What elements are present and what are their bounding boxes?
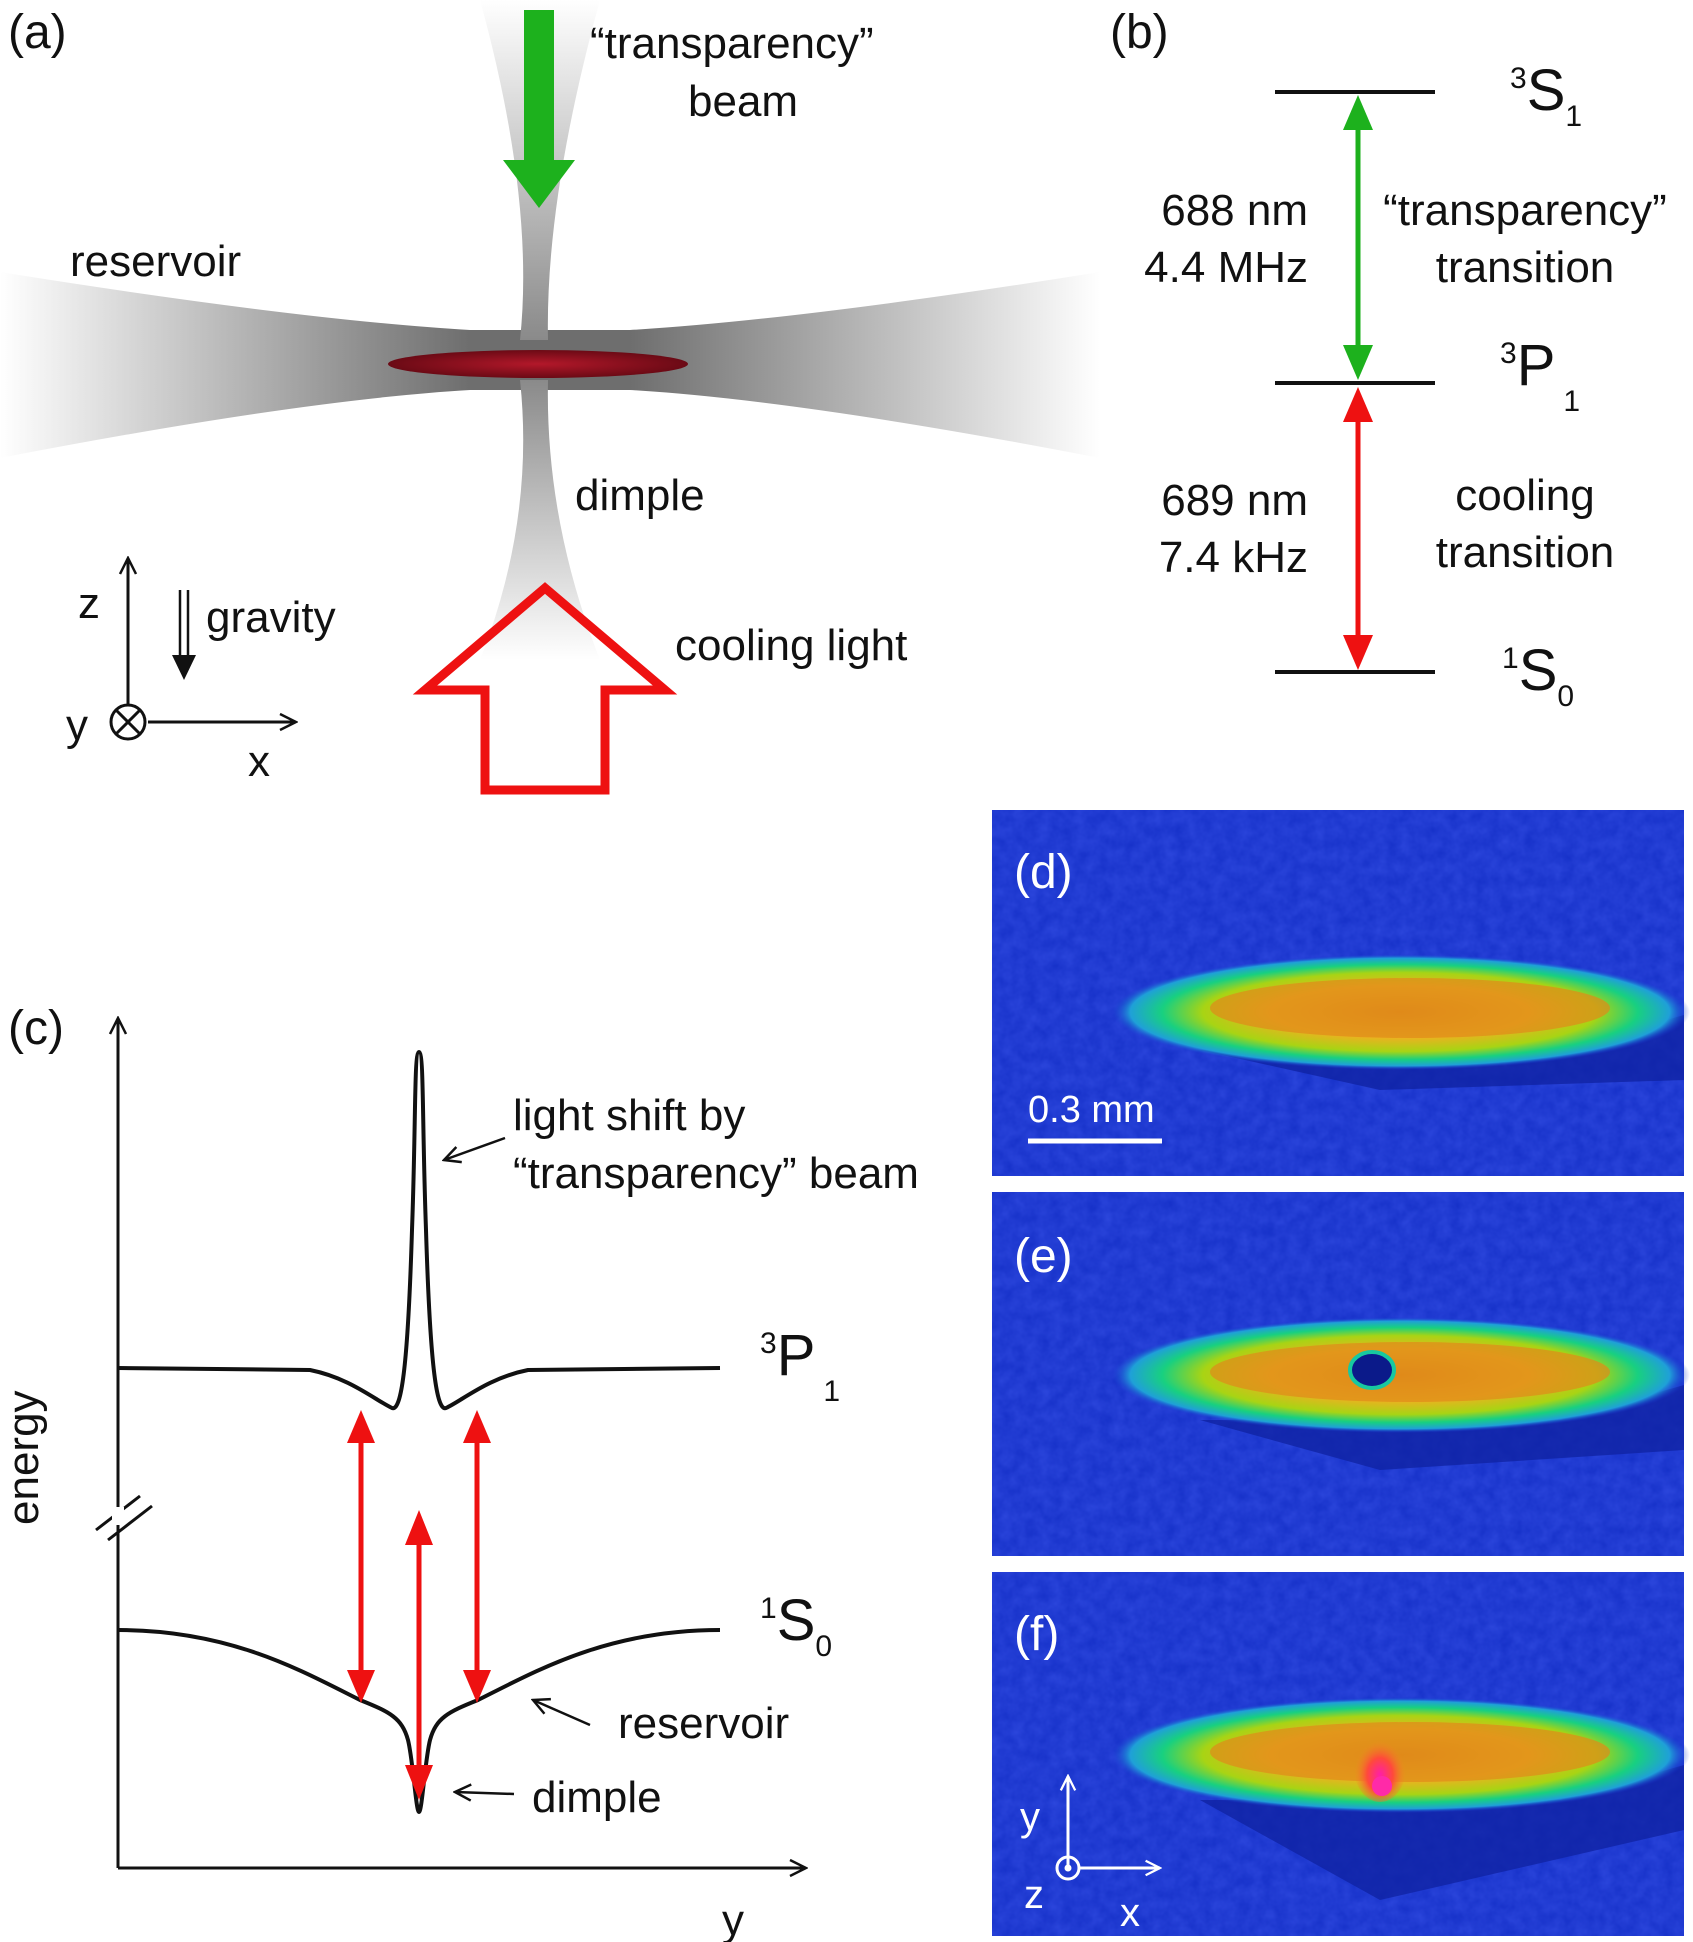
curve-1s0-label: 1S0 <box>760 1588 832 1663</box>
atom-cloud <box>388 350 688 378</box>
panel-f: (f) y z x <box>992 1572 1690 1936</box>
dimple-pointer <box>455 1792 515 1794</box>
gravity-arrow <box>172 655 196 680</box>
panel-b-label: (b) <box>1110 6 1169 59</box>
panel-d-label: (d) <box>1014 846 1073 899</box>
reservoir-beam-left <box>0 272 470 458</box>
panel-f-shadow <box>1200 1765 1684 1900</box>
cooling-light-arrow <box>412 582 678 795</box>
transparency-beam-label-2: beam <box>688 77 798 126</box>
axis-x-label: x <box>248 737 270 786</box>
dimple-beam-column <box>480 380 600 660</box>
light-shift-label-1: light shift by <box>513 1091 745 1140</box>
panel-f-axis-z-label: z <box>1024 1873 1044 1917</box>
transition-arrow-right <box>463 1410 491 1703</box>
state-3s1-label: 3S1 <box>1510 58 1582 133</box>
scale-bar-label: 0.3 mm <box>1028 1089 1155 1131</box>
transition-arrow-center <box>405 1510 433 1800</box>
transparency-transition-arrow-down <box>1343 345 1373 380</box>
dimple-label: dimple <box>575 471 705 520</box>
cooling-transition-arrow-down <box>1343 635 1373 670</box>
reservoir-label: reservoir <box>70 237 241 286</box>
upper-wavelength: 688 nm <box>1161 186 1308 235</box>
panel-f-axis-y-label: y <box>1020 1795 1040 1839</box>
panel-f-axis-x-label: x <box>1120 1891 1140 1935</box>
light-shift-pointer <box>444 1136 506 1160</box>
energy-axis-label: energy <box>0 1390 48 1525</box>
panel-d: (d) 0.3 mm <box>992 810 1690 1176</box>
panel-c: (c) energy y <box>0 1002 919 1942</box>
reservoir-beam-right <box>630 272 1100 458</box>
cooling-transition-arrow-up <box>1343 387 1373 422</box>
upper-transition-label-2: transition <box>1436 243 1615 292</box>
curve-3p1 <box>117 1049 721 1411</box>
lower-transition-label-2: transition <box>1436 528 1615 577</box>
gravity-label: gravity <box>206 593 336 642</box>
panel-e-hole <box>1348 1350 1396 1390</box>
transparency-beam-label-1: “transparency” <box>590 19 874 68</box>
state-3p1-label: 3P1 <box>1500 333 1580 418</box>
panel-b: (b) 3S1 3P1 1S0 688 nm 4.4 MHz “transpar… <box>1110 6 1667 713</box>
axis-z-label: z <box>78 579 100 628</box>
transition-arrow-left <box>347 1410 375 1703</box>
curve-3p1-label: 3P1 <box>760 1323 840 1408</box>
cooling-light-label: cooling light <box>675 621 907 670</box>
panel-f-label: (f) <box>1014 1608 1059 1661</box>
panel-c-label: (c) <box>8 1002 64 1055</box>
y-axis-label: y <box>722 1896 744 1942</box>
curve-1s0 <box>117 1628 721 1815</box>
reservoir-label-c: reservoir <box>618 1699 789 1748</box>
light-shift-label-2: “transparency” beam <box>513 1149 919 1198</box>
upper-linewidth: 4.4 MHz <box>1144 243 1308 292</box>
lower-transition-label-1: cooling <box>1455 471 1594 520</box>
state-1s0-label: 1S0 <box>1502 638 1574 713</box>
panel-a: (a) “transparency” beam reservoir dimple… <box>0 0 1100 795</box>
upper-transition-label-1: “transparency” <box>1383 186 1667 235</box>
reservoir-pointer <box>533 1700 591 1727</box>
lower-wavelength: 689 nm <box>1161 476 1308 525</box>
panel-f-density-peak <box>1354 1734 1406 1802</box>
transparency-transition-arrow-up <box>1343 95 1373 130</box>
transparency-arrow <box>503 10 575 208</box>
panel-e-label: (e) <box>1014 1230 1073 1283</box>
panel-e: (e) <box>992 1192 1690 1556</box>
panel-f-z-out-of-page-icon <box>1055 1855 1081 1881</box>
axis-y-label: y <box>66 701 88 750</box>
axis-break-2 <box>107 1504 153 1542</box>
dimple-label-c: dimple <box>532 1773 662 1822</box>
lower-linewidth: 7.4 kHz <box>1159 533 1308 582</box>
panel-a-label: (a) <box>8 6 67 59</box>
y-axis-into-page-icon <box>109 703 147 741</box>
